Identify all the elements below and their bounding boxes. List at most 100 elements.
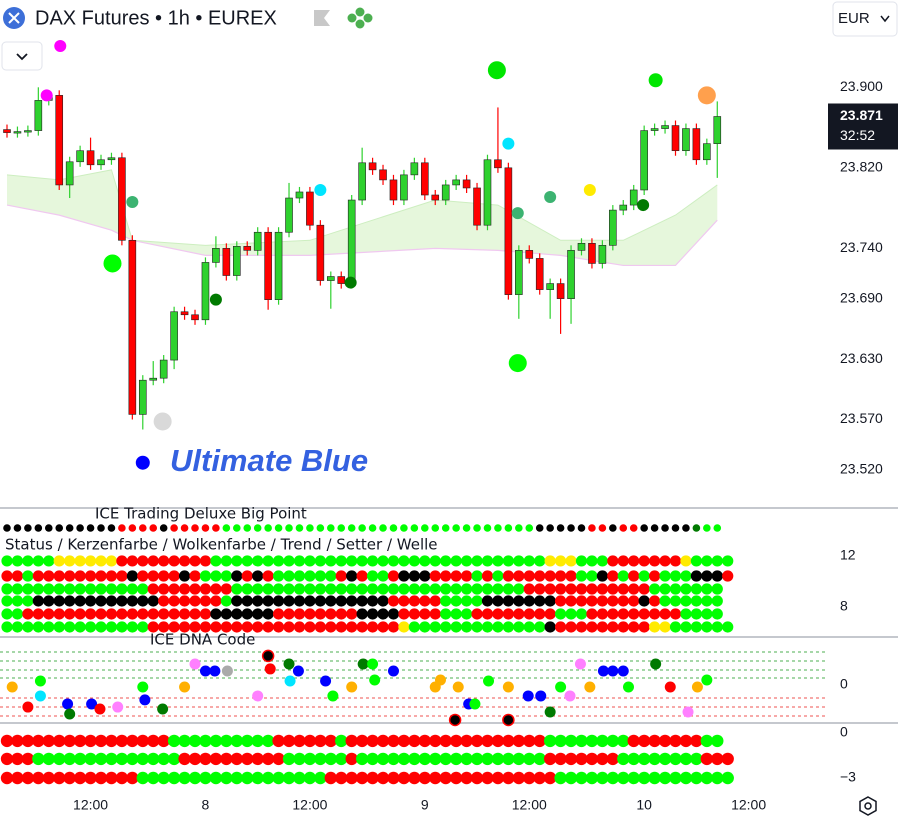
cloud-upper [6,169,718,246]
state-dot [429,570,441,582]
state-dot [147,555,159,567]
candle-body [567,250,575,299]
state-dot [619,524,628,532]
state-dot [231,608,243,620]
state-dot [523,608,535,620]
state-dot [680,570,692,582]
state-dot [95,570,107,582]
state-dot [722,621,734,633]
state-dot [210,595,222,607]
dna-dot [691,681,703,693]
panel-title: Status / Kerzenfarbe / Wolkenfarbe / Tre… [5,536,438,554]
state-dot [565,608,577,620]
x-tick-label: 10 [636,797,652,813]
state-dot [534,595,546,607]
currency-label[interactable]: EUR [838,10,870,27]
state-dot [408,621,420,633]
state-dot [178,621,191,633]
state-dot [502,771,515,785]
settings-icon[interactable] [859,796,877,816]
signal-dot [103,254,122,273]
state-dot [419,583,431,595]
state-dot [118,524,126,532]
state-dot [555,570,567,582]
state-dot [272,734,285,748]
candle-body [462,179,471,189]
state-dot [669,570,682,582]
dna-dot [137,681,149,693]
candle-body [629,189,638,206]
state-dot [241,608,253,620]
state-dot [314,555,326,567]
state-dot [680,583,692,595]
state-dot [346,570,358,582]
state-dot [232,524,241,532]
state-dot [73,734,87,748]
state-dot [189,555,201,567]
state-dot [439,752,452,766]
state-dot [398,595,410,607]
state-dot [460,621,473,633]
candle-body [264,231,272,300]
state-dot [659,555,671,567]
cloud-area [6,169,718,266]
state-dot [209,752,223,766]
state-dot [387,583,400,595]
dna-dot [367,658,379,670]
candle-body [535,258,544,290]
state-dot [544,555,556,567]
state-dot [210,608,222,620]
state-dot [534,583,546,595]
state-dot [492,583,504,595]
currency-box[interactable] [832,1,898,37]
state-dot [690,771,703,785]
candle-body [55,95,64,186]
state-dot [408,752,421,766]
state-dot [512,771,526,785]
collapse-box[interactable] [1,41,43,71]
state-dot [210,621,222,633]
state-dot [398,570,410,582]
x-tick-label: 12:00 [512,797,547,813]
state-dot [3,524,11,532]
state-dot [669,734,682,748]
state-dot [136,752,149,766]
state-dot [575,608,588,620]
state-dot [76,524,84,532]
state-dot [199,595,212,607]
dna-dot [544,706,556,718]
state-dot [241,583,253,595]
dna-dot [664,681,676,693]
state-dot [137,608,149,620]
state-dot [565,570,577,582]
state-dot [387,771,400,785]
dna-dot [564,690,576,702]
state-dot [502,608,514,620]
state-dot [711,595,723,607]
dna-dot [522,690,534,702]
state-dot [669,771,682,785]
state-dot [34,524,43,532]
collapse-button[interactable] [1,41,43,71]
candle-body [327,276,335,281]
candle-body [107,157,116,161]
candle-body [703,143,711,161]
state-dot [22,608,34,620]
state-dot [418,752,432,766]
panel-tick-label: 0 [840,724,848,740]
state-dot [283,555,295,567]
currency-button[interactable]: EUR [832,1,898,37]
candle-body [149,377,158,381]
candle-body [76,150,84,163]
candle-body [86,150,95,166]
state-dot [502,583,514,595]
settings-button[interactable] [859,796,877,816]
signal-dot [544,191,557,204]
state-dot [470,771,484,785]
state-dot [304,608,316,620]
state-dot [316,524,325,532]
state-dot [262,570,274,582]
state-dot [199,621,212,633]
